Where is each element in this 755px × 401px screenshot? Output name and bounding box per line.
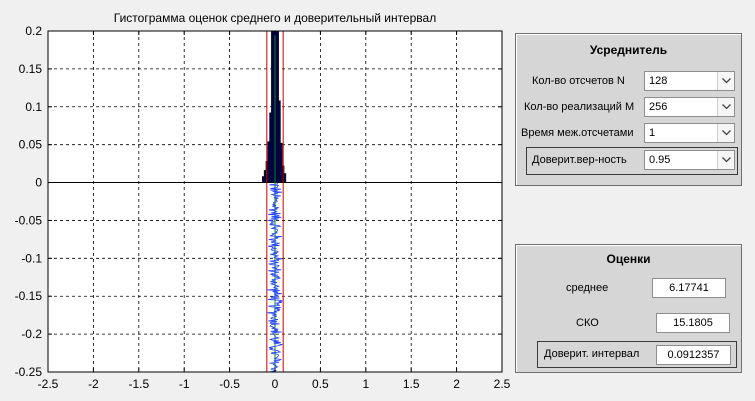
estimates-title: Оценки — [606, 252, 651, 266]
estimates-panel: Оценки среднее 6.17741 СКО 15.1805 Довер… — [515, 244, 742, 373]
x-tick-label: -2 — [88, 377, 99, 391]
y-tick-label: -0.15 — [15, 289, 43, 303]
confidence-prob-label: Доверит.вер-ность — [532, 154, 627, 166]
std-value-field: 15.1805 — [656, 313, 730, 333]
x-tick-label: 2.5 — [494, 377, 510, 391]
y-tick-label: 0.1 — [25, 100, 42, 114]
histogram-bar — [276, 30, 279, 183]
y-tick-label: 0 — [35, 176, 42, 190]
mean-label: среднее — [566, 282, 609, 294]
x-tick-label: 0.5 — [312, 377, 329, 391]
realizations-count-label: Кол-во реализаций M — [524, 101, 635, 113]
y-tick-label: 0.2 — [25, 24, 42, 38]
chevron-down-icon[interactable] — [717, 124, 734, 142]
averager-title: Усреднитель — [589, 43, 668, 57]
x-tick-label: 2 — [453, 377, 460, 391]
histogram-bar — [263, 170, 267, 183]
realizations-count-value: 256 — [649, 101, 668, 113]
realizations-count-select[interactable]: 256 — [644, 97, 735, 117]
x-tick-label: -1.5 — [128, 377, 149, 391]
y-tick-label: -0.1 — [21, 251, 42, 265]
averager-panel: Усреднитель Кол-во отсчетов N 128 Кол-во… — [515, 33, 742, 186]
confidence-interval-field: 0.0912357 — [656, 345, 731, 365]
confidence-prob-select[interactable]: 0.95 — [644, 150, 735, 170]
histogram-bar — [283, 173, 287, 183]
histogram-bar — [280, 142, 283, 183]
std-label: СКО — [576, 317, 599, 329]
histogram-bar — [262, 176, 265, 183]
chevron-down-icon[interactable] — [717, 72, 734, 90]
realization-trace — [266, 182, 283, 373]
y-tick-label: -0.2 — [21, 327, 42, 341]
chevron-down-icon[interactable] — [717, 151, 734, 169]
sample-interval-label: Время меж.отсчетами — [521, 127, 634, 139]
x-tick-label: 1.5 — [403, 377, 420, 391]
samples-count-label: Кол-во отсчетов N — [532, 75, 625, 87]
sample-interval-select[interactable]: 1 — [644, 123, 735, 143]
chevron-down-icon[interactable] — [717, 98, 734, 116]
x-tick-label: -2.5 — [38, 377, 59, 391]
confidence-prob-value: 0.95 — [649, 154, 671, 166]
histogram-bar — [267, 141, 270, 183]
y-tick-label: 0.05 — [19, 138, 43, 152]
x-tick-label: -1 — [179, 377, 190, 391]
histogram-plot: Гистограмма оценок среднего и доверитель… — [15, 11, 510, 391]
histogram-bar — [269, 112, 272, 183]
confidence-prob-group — [526, 147, 738, 175]
samples-count-value: 128 — [649, 75, 668, 87]
chart-title: Гистограмма оценок среднего и доверитель… — [114, 11, 436, 25]
histogram-bar — [278, 100, 281, 183]
y-tick-label: 0.15 — [19, 62, 43, 76]
confidence-interval-label: Доверит. интервал — [544, 348, 640, 360]
x-tick-label: -0.5 — [219, 377, 240, 391]
y-tick-label: -0.05 — [15, 213, 43, 227]
y-tick-label: -0.25 — [15, 365, 43, 379]
samples-count-select[interactable]: 128 — [644, 71, 735, 91]
histogram-bar — [271, 30, 274, 183]
sample-interval-value: 1 — [649, 127, 656, 139]
x-tick-label: 1 — [362, 377, 369, 391]
confidence-interval-group — [537, 341, 737, 368]
mean-value-field: 6.17741 — [652, 278, 726, 298]
x-tick-label: 0 — [272, 377, 279, 391]
